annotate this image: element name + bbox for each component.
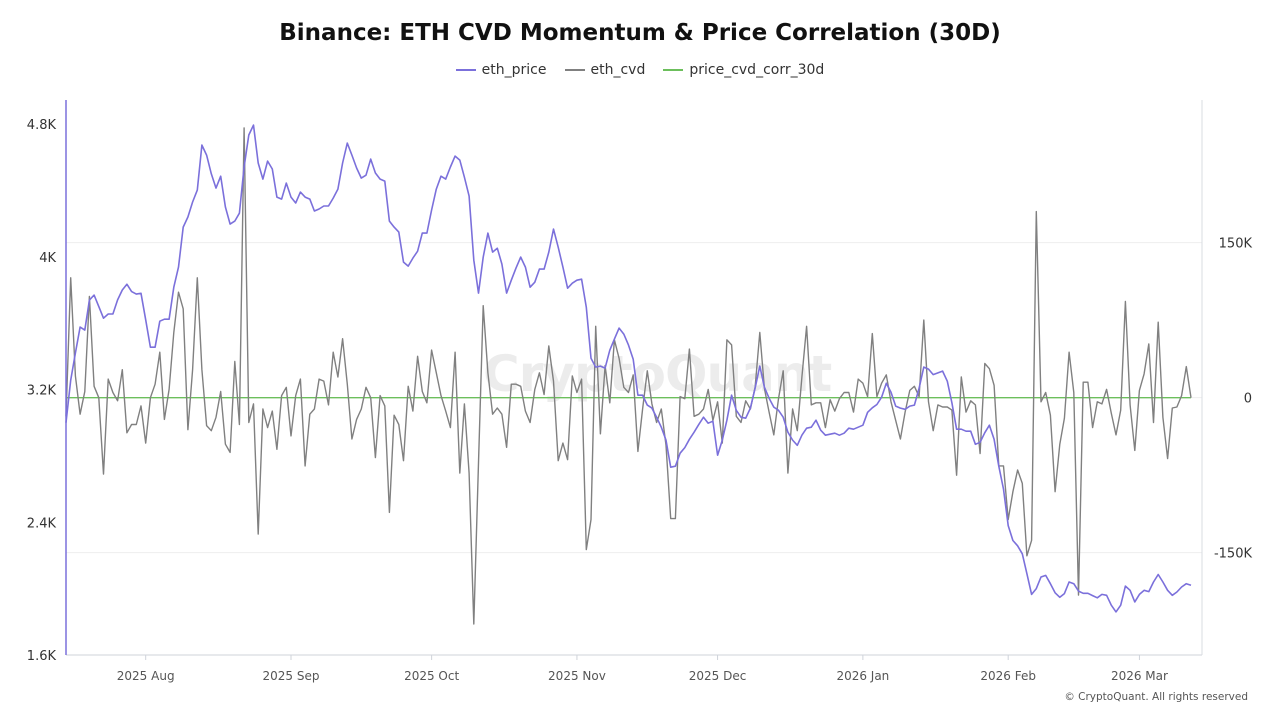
y-right-tick-label: -150K [1214,547,1253,562]
legend: eth_price eth_cvd price_cvd_corr_30d [0,62,1280,78]
y-left-tick-label: 1.6K [27,649,57,664]
legend-item-corr[interactable]: price_cvd_corr_30d [663,62,824,78]
x-tick-label: 2025 Nov [548,669,606,683]
x-tick-label: 2025 Sep [263,669,320,683]
x-tick-label: 2025 Dec [689,669,747,683]
y-left-tick-label: 3.2K [27,384,57,399]
y-left-tick-label: 2.4K [27,516,57,531]
x-tick-label: 2026 Jan [836,669,889,683]
y-right-tick-label: 0 [1244,392,1252,407]
legend-label: eth_cvd [590,62,646,78]
legend-swatch [564,69,585,71]
watermark-logo: CryptoQuant [483,345,832,403]
y-right-tick-label: 150K [1219,237,1253,252]
series-line-eth-price [65,124,1192,613]
legend-label: price_cvd_corr_30d [689,62,825,78]
copyright-text: © CryptoQuant. All rights reserved [1064,691,1248,703]
legend-label: eth_price [481,62,547,78]
chart-title: Binance: ETH CVD Momentum & Price Correl… [279,20,1001,46]
x-tick-label: 2025 Aug [117,669,175,683]
legend-swatch [455,69,476,71]
x-tick-label: 2025 Oct [404,669,459,683]
x-tick-label: 2026 Feb [980,669,1036,683]
y-left-tick-label: 4.8K [27,118,57,133]
legend-swatch [663,69,684,71]
series-line-eth-cvd [65,127,1192,625]
y-left-tick-label: 4K [39,251,56,266]
legend-item-eth-price[interactable]: eth_price [455,62,547,78]
x-tick-label: 2026 Mar [1111,669,1168,683]
legend-item-eth-cvd[interactable]: eth_cvd [564,62,646,78]
